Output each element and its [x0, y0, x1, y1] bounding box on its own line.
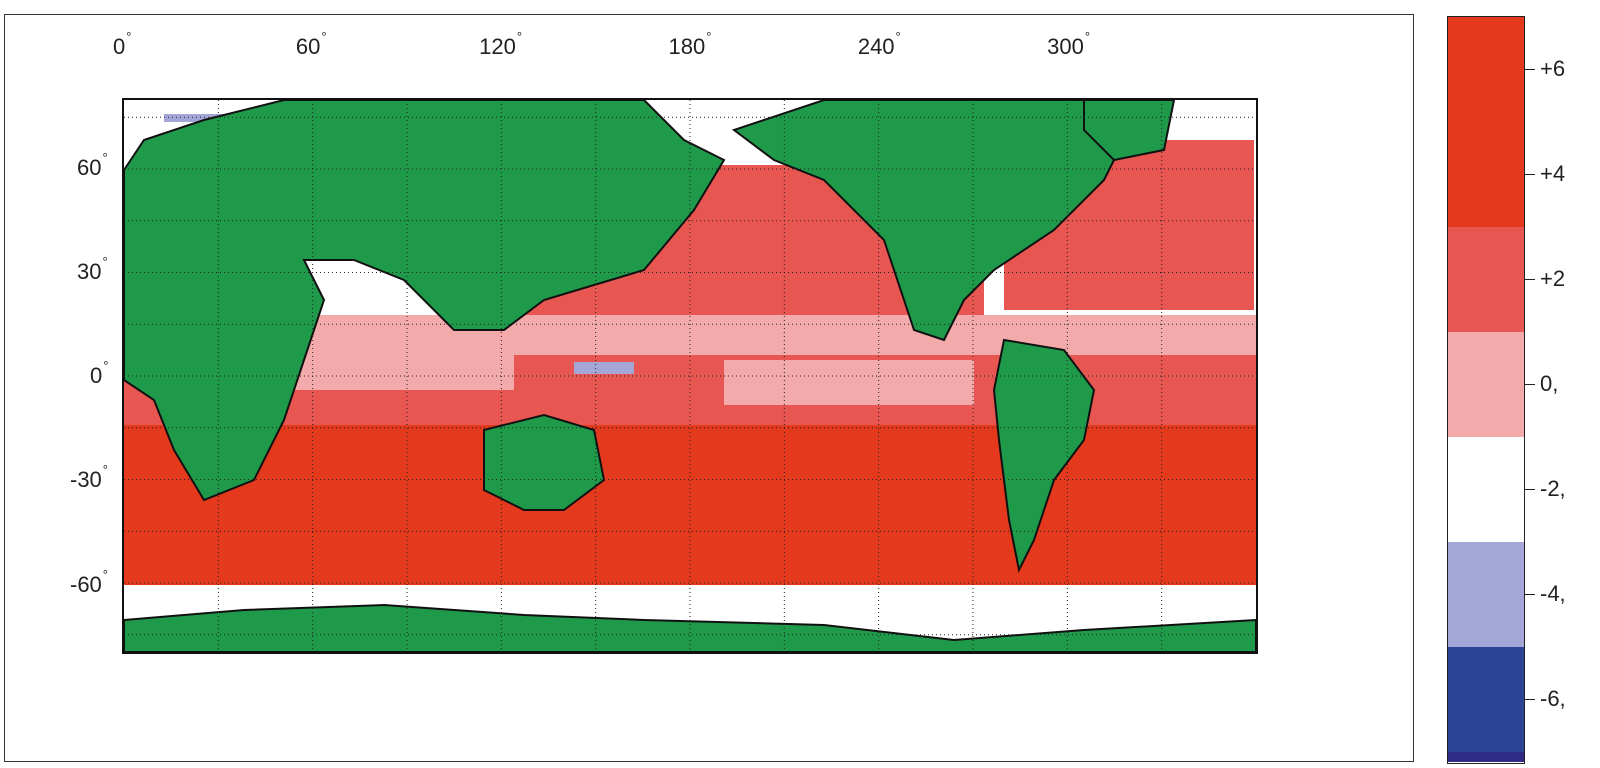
lon-tick-value: 60	[295, 34, 321, 59]
colorbar-tick	[1525, 173, 1535, 175]
degree-symbol: °	[321, 29, 327, 44]
lon-tick-value: 0	[113, 34, 126, 59]
landmass-greenland	[1083, 100, 1176, 162]
degree-symbol: °	[1084, 29, 1091, 44]
lon-tick-value: 180	[668, 34, 706, 59]
lat-tick-label: -30°	[70, 463, 108, 493]
lat-tick-value: 60	[77, 154, 102, 180]
anomaly-cold-patch-arctic	[164, 114, 224, 122]
degree-symbol: °	[706, 29, 712, 44]
lon-tick-label: 240°	[857, 30, 901, 59]
figure-frame	[4, 14, 1414, 762]
colorbar-label: -4,	[1540, 580, 1566, 606]
lon-tick-label: 60°	[295, 30, 327, 59]
map-canvas	[124, 100, 1256, 652]
landmass-eurasia-africa	[124, 100, 726, 502]
degree-symbol: °	[102, 566, 108, 582]
degree-symbol: °	[895, 29, 901, 44]
colorbar-label: +4	[1540, 160, 1566, 186]
colorbar-tick	[1525, 383, 1535, 385]
landmass-australia	[483, 413, 606, 511]
colorbar-segment	[1448, 647, 1524, 752]
colorbar-label: +2	[1540, 265, 1566, 291]
lat-tick-label: 30°	[77, 255, 108, 284]
degree-symbol: °	[102, 149, 108, 165]
degree-symbol: °	[126, 29, 132, 44]
lon-tick-value: 120	[479, 34, 516, 59]
lat-tick-value: -60	[70, 571, 102, 597]
lon-tick-label: 180°	[668, 30, 712, 59]
map-gridlines	[124, 100, 1256, 652]
lon-tick-value: 240	[857, 34, 895, 59]
colorbar-tick	[1525, 698, 1535, 700]
colorbar-segment	[1448, 437, 1524, 542]
colorbar-segment	[1448, 332, 1524, 437]
lat-tick-label: 0°	[90, 359, 108, 388]
landmass-south-america	[992, 338, 1096, 574]
colorbar-top-segment	[1448, 17, 1524, 122]
colorbar-segment	[1448, 227, 1524, 332]
lat-tick-value: -30	[70, 467, 102, 493]
lon-tick-label: 120°	[479, 30, 522, 59]
colorbar-segment	[1448, 122, 1524, 227]
colorbar-segment	[1448, 542, 1524, 647]
colorbar-label: -2,	[1540, 475, 1566, 501]
anomaly-band-indian-ocean	[284, 330, 514, 390]
degree-symbol: °	[102, 462, 108, 478]
colorbar-segment	[1448, 752, 1524, 762]
degree-symbol: °	[102, 253, 108, 269]
lat-tick-label: -60°	[70, 568, 108, 597]
colorbar-tick	[1525, 593, 1535, 595]
lon-tick-label: 0°	[113, 30, 131, 59]
anomaly-cold-patch-pacific	[574, 362, 634, 374]
world-map	[122, 98, 1258, 654]
lat-tick-value: 0	[90, 363, 103, 388]
lon-tick-value: 300	[1047, 34, 1084, 59]
colorbar-label: +6	[1540, 55, 1566, 81]
colorbar-label: 0,	[1540, 370, 1559, 396]
colorbar-label: -6,	[1540, 685, 1566, 711]
degree-symbol: °	[103, 358, 109, 373]
colorbar	[1447, 16, 1525, 764]
anomaly-band-equatorial-pacific	[724, 360, 974, 405]
colorbar-tick	[1525, 68, 1535, 70]
colorbar-tick	[1525, 488, 1535, 490]
lat-tick-label: 60°	[77, 151, 108, 180]
lat-tick-value: 30	[77, 258, 102, 284]
degree-symbol: °	[516, 29, 523, 44]
lon-tick-label: 300°	[1047, 30, 1090, 59]
colorbar-tick	[1525, 278, 1535, 280]
